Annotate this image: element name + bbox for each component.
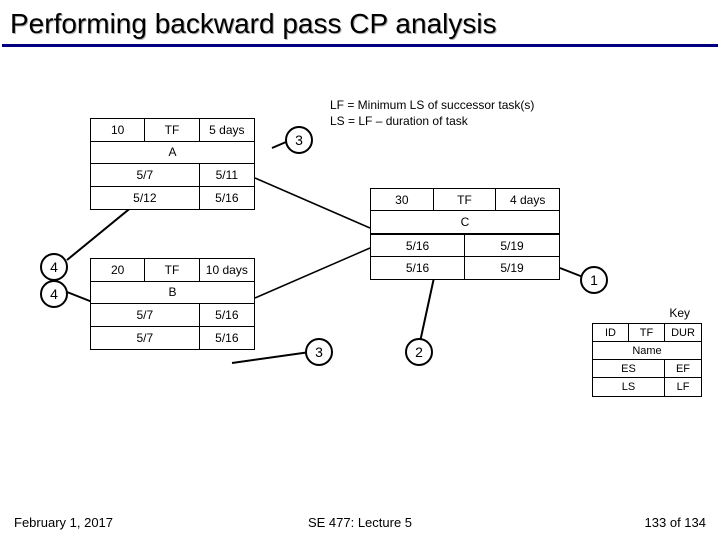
footer-date: February 1, 2017 xyxy=(14,515,113,530)
task-c-ef: 5/19 xyxy=(465,235,559,257)
footer-course: SE 477: Lecture 5 xyxy=(308,515,412,530)
task-b-tf: TF xyxy=(145,259,199,282)
key-dur: DUR xyxy=(665,324,701,342)
callout-2: 2 xyxy=(405,338,433,366)
task-c-name: C xyxy=(371,211,559,233)
task-a-tf: TF xyxy=(145,119,199,142)
footer-page: 133 of 134 xyxy=(645,515,706,530)
key-label: Key xyxy=(669,306,690,320)
key-lf: LF xyxy=(665,378,701,396)
task-a-ls: 5/12 xyxy=(91,187,200,210)
callout-4-a: 4 xyxy=(40,253,68,281)
title-underline xyxy=(2,44,718,47)
task-b-es: 5/7 xyxy=(91,304,200,327)
callout-4-b: 4 xyxy=(40,280,68,308)
task-b-id: 20 xyxy=(91,259,145,282)
callout-3-b: 3 xyxy=(305,338,333,366)
key-ef: EF xyxy=(665,360,701,378)
task-c-top: 30 TF 4 days C xyxy=(370,188,560,234)
task-a-dur: 5 days xyxy=(200,119,254,142)
legend-text: LF = Minimum LS of successor task(s) LS … xyxy=(330,98,534,129)
task-b-ef: 5/16 xyxy=(200,304,254,327)
task-c-dur: 4 days xyxy=(496,189,559,211)
legend-line-2: LS = LF – duration of task xyxy=(330,114,534,130)
page-title: Performing backward pass CP analysis xyxy=(0,0,720,44)
task-a-name: A xyxy=(91,142,254,165)
task-c-id: 30 xyxy=(371,189,434,211)
task-a-es: 5/7 xyxy=(91,164,200,187)
key-id: ID xyxy=(593,324,629,342)
diagram-canvas: LF = Minimum LS of successor task(s) LS … xyxy=(0,48,720,508)
task-c-es: 5/16 xyxy=(371,235,465,257)
task-c-dates: 5/16 5/19 5/16 5/19 xyxy=(370,234,560,280)
task-a-ef: 5/11 xyxy=(200,164,254,187)
task-b-ls: 5/7 xyxy=(91,327,200,350)
callout-3-a: 3 xyxy=(285,126,313,154)
key-ls: LS xyxy=(593,378,665,396)
task-c-lf: 5/19 xyxy=(465,257,559,279)
legend-line-1: LF = Minimum LS of successor task(s) xyxy=(330,98,534,114)
key-table: ID TF DUR Name ES EF LS LF xyxy=(592,323,702,397)
task-b-lf: 5/16 xyxy=(200,327,254,350)
task-a: 10 TF 5 days A 5/7 5/11 5/12 5/16 xyxy=(90,118,255,210)
task-b-name: B xyxy=(91,282,254,305)
task-a-lf: 5/16 xyxy=(200,187,254,210)
key-es: ES xyxy=(593,360,665,378)
task-c-ls: 5/16 xyxy=(371,257,465,279)
key-name: Name xyxy=(593,342,701,360)
task-b-dur: 10 days xyxy=(200,259,254,282)
task-a-id: 10 xyxy=(91,119,145,142)
key-tf: TF xyxy=(629,324,665,342)
callout-1: 1 xyxy=(580,266,608,294)
task-b: 20 TF 10 days B 5/7 5/16 5/7 5/16 xyxy=(90,258,255,350)
task-c-tf: TF xyxy=(434,189,497,211)
